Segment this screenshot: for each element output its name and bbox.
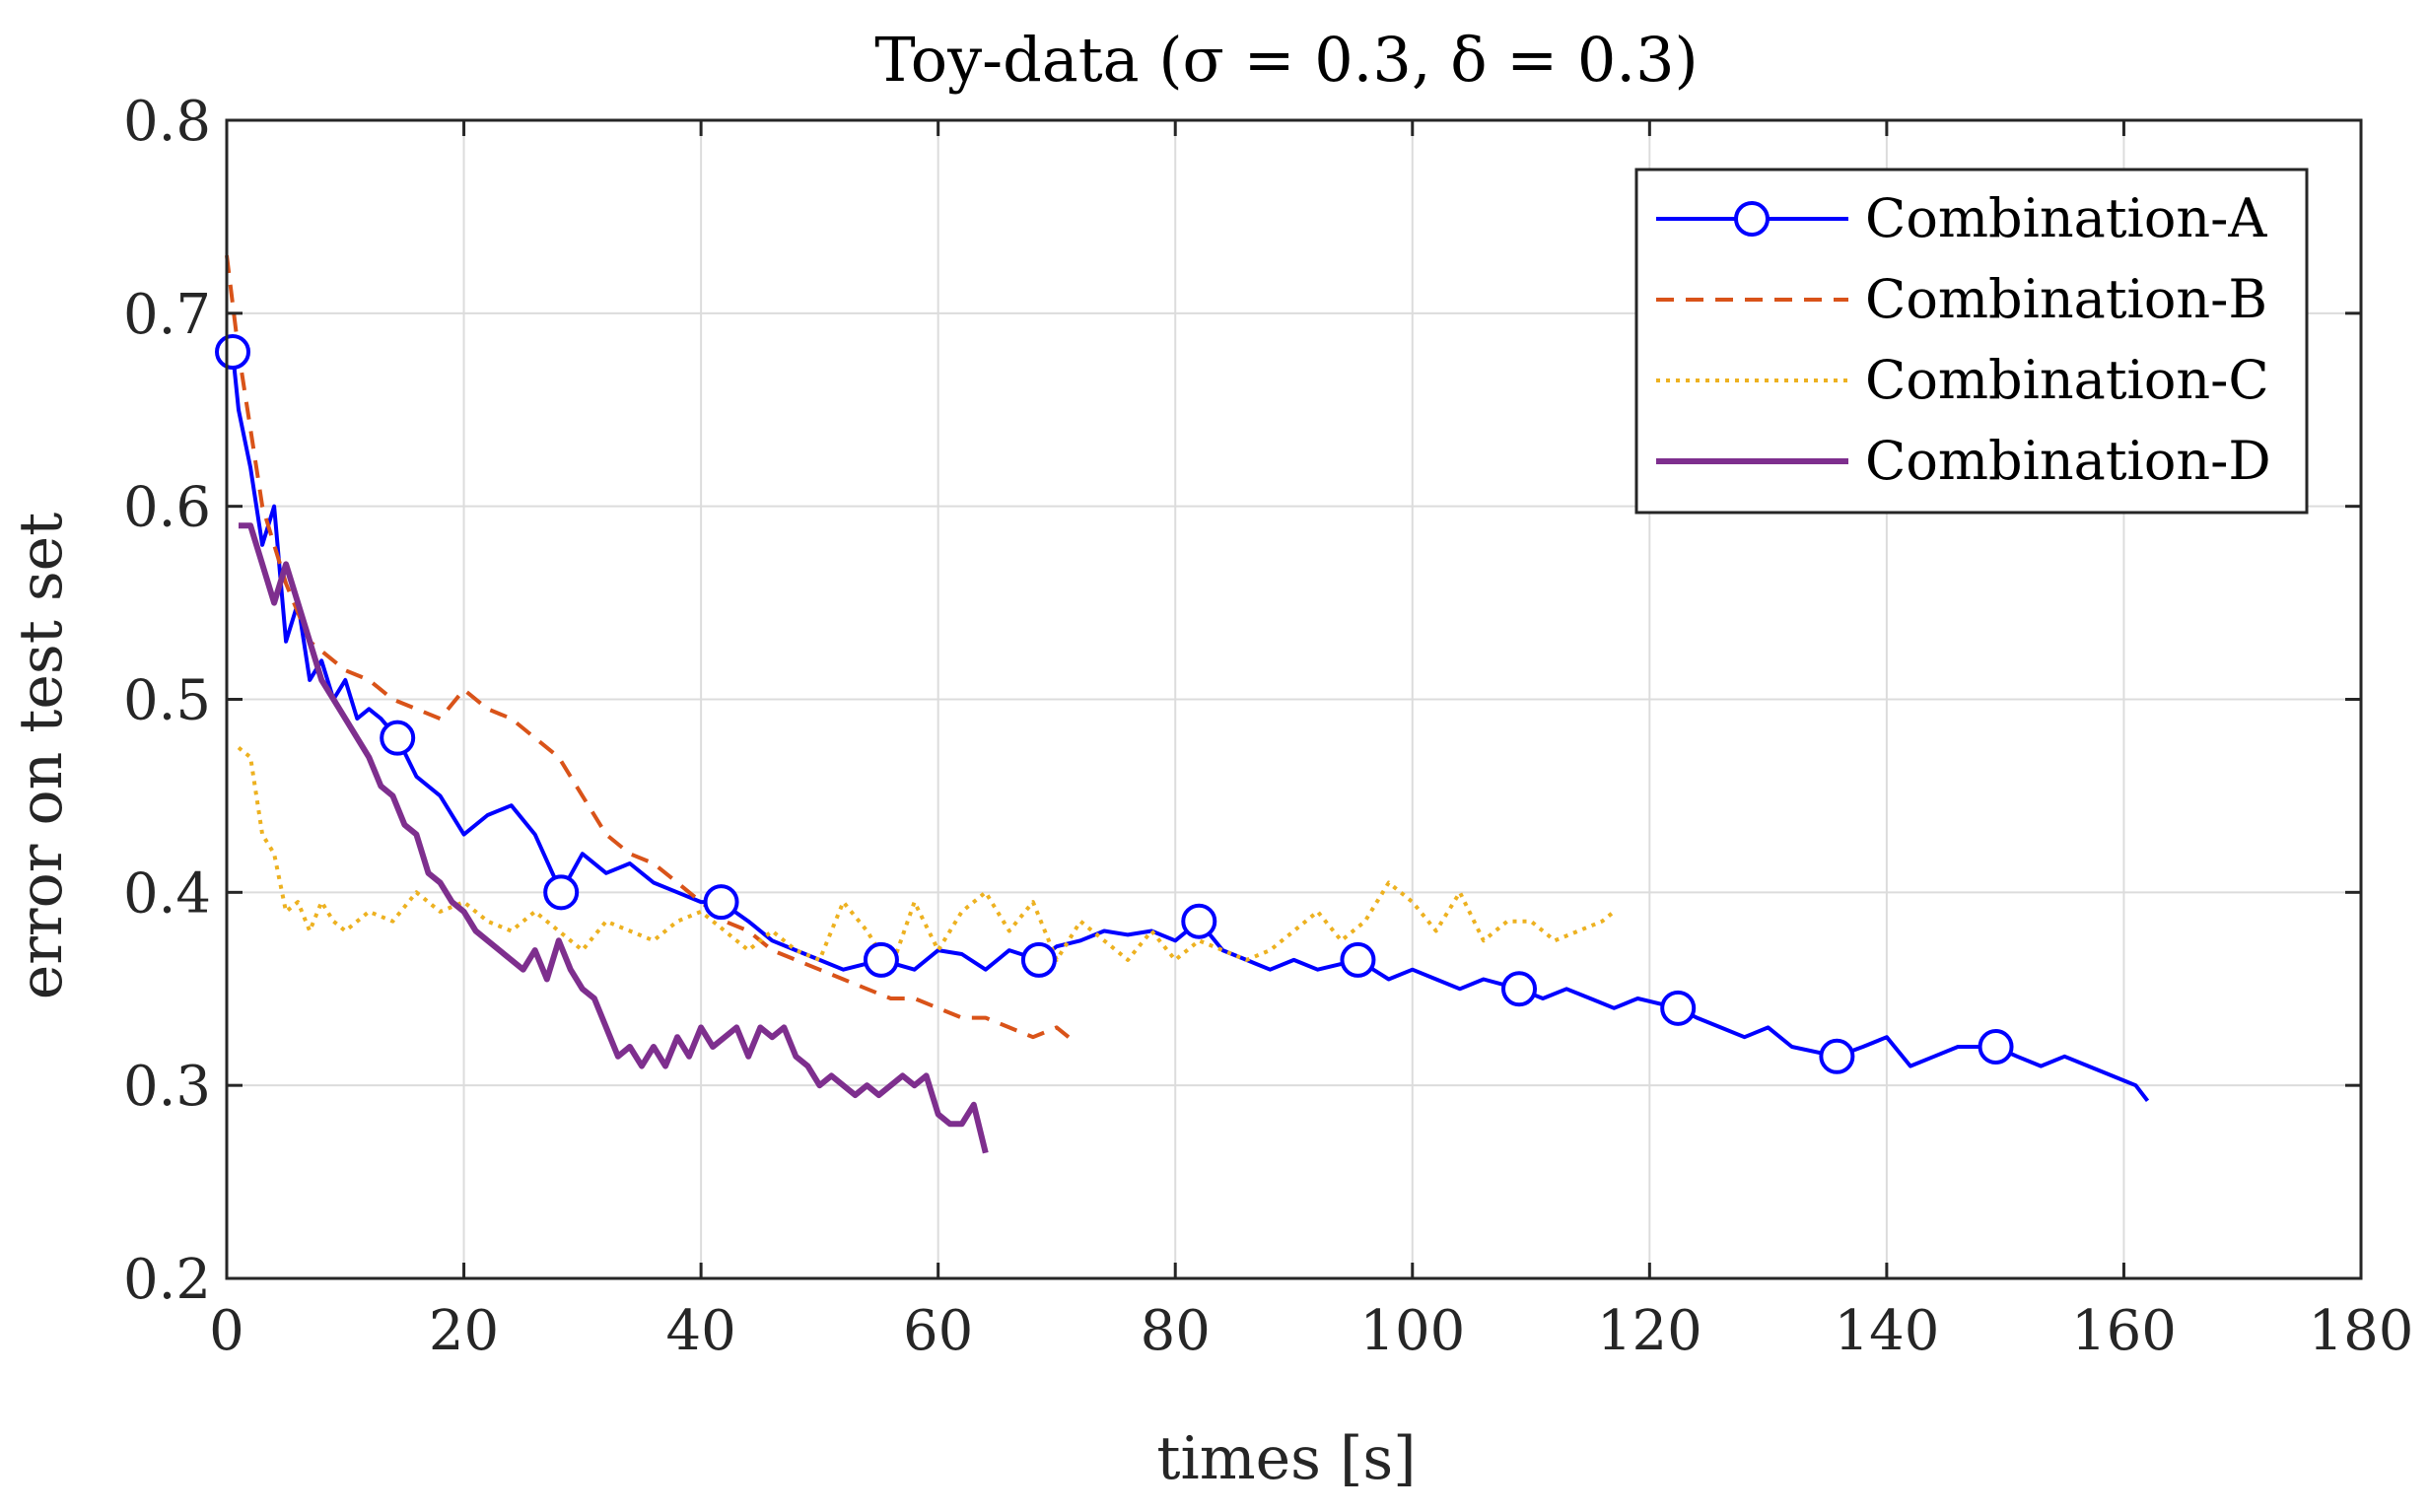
x-tick-label: 20 — [429, 1299, 499, 1363]
data-marker — [863, 941, 899, 978]
data-marker — [1660, 990, 1697, 1026]
data-marker — [1340, 941, 1376, 978]
y-tick-label: 0.2 — [123, 1248, 211, 1312]
data-marker — [1501, 971, 1538, 1007]
series-line-combination-c — [237, 745, 1616, 972]
y-tick-label: 0.7 — [123, 283, 211, 347]
x-tick-label: 80 — [1141, 1299, 1211, 1363]
x-tick-label: 120 — [1597, 1299, 1702, 1363]
x-tick-label: 100 — [1359, 1299, 1465, 1363]
series-line-combination-d — [239, 522, 989, 1154]
data-marker — [1181, 903, 1217, 939]
y-tick-label: 0.3 — [123, 1055, 211, 1119]
y-axis-label: error on test set — [7, 513, 76, 1000]
data-marker — [1819, 1038, 1855, 1074]
x-tick-label: 0 — [209, 1299, 244, 1363]
data-marker — [1020, 941, 1057, 978]
data-marker — [703, 884, 739, 921]
x-tick-label: 140 — [1834, 1299, 1939, 1363]
data-marker — [1978, 1029, 2014, 1065]
chart-title: Toy-data (σ = 0.3, δ = 0.3) — [874, 24, 1698, 96]
y-tick-label: 0.5 — [123, 669, 211, 733]
x-tick-label: 60 — [903, 1299, 973, 1363]
x-tick-label: 40 — [665, 1299, 735, 1363]
x-tick-label: 160 — [2071, 1299, 2177, 1363]
data-marker — [543, 874, 580, 911]
x-axis-label: times [s] — [1156, 1424, 1416, 1493]
y-tick-label: 0.4 — [123, 861, 211, 926]
legend-entry-label: Combination-A — [1865, 187, 2267, 249]
y-tick-label: 0.6 — [123, 476, 211, 540]
x-tick-label: 180 — [2309, 1299, 2414, 1363]
legend-entry-label: Combination-B — [1865, 268, 2267, 330]
y-axis: 0.2 0.3 0.4 0.5 0.6 0.7 0.8 — [123, 90, 2361, 1312]
y-tick-label: 0.8 — [123, 90, 211, 154]
data-marker — [380, 720, 416, 756]
legend-marker — [1734, 201, 1770, 237]
data-marker — [215, 334, 251, 370]
x-axis: 0 20 40 60 80 100 120 140 160 180 — [209, 120, 2413, 1363]
series-layer — [215, 254, 2150, 1154]
legend: Combination-A Combination-B Combination-C C… — [1634, 168, 2309, 515]
legend-entry-label: Combination-D — [1865, 430, 2271, 492]
legend-entry-label: Combination-C — [1865, 349, 2269, 411]
